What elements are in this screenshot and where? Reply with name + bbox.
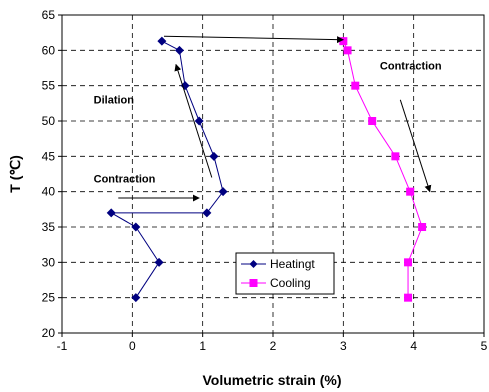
legend-label-heating: Heatingt xyxy=(270,257,315,271)
legend-label-cooling: Cooling xyxy=(270,276,311,290)
cooling-data-point xyxy=(404,293,413,302)
legend-square-marker xyxy=(249,279,258,287)
y-tick-label: 45 xyxy=(42,149,56,163)
annotation-label: Contraction xyxy=(380,60,442,72)
heating-data-point xyxy=(154,257,164,267)
annotation-label: Contraction xyxy=(94,173,156,185)
y-axis-title: T (℃) xyxy=(7,155,23,193)
cooling-data-point xyxy=(418,223,427,231)
legend: Heatingt Cooling xyxy=(235,252,335,295)
annotation-arrow xyxy=(163,35,345,44)
y-tick-label: 30 xyxy=(42,255,56,269)
annotation-arrow xyxy=(174,63,213,178)
cooling-data-point xyxy=(406,187,415,196)
heating-data-point xyxy=(218,187,228,197)
annotation-label: Dilation xyxy=(94,94,135,106)
y-tick-label: 25 xyxy=(42,291,56,305)
heating-data-point xyxy=(131,222,141,232)
legend-diamond-marker xyxy=(249,260,258,268)
heating-data-point xyxy=(180,81,190,91)
cooling-data-point xyxy=(339,37,348,46)
heating-data-point xyxy=(131,293,141,303)
x-tick-label: 1 xyxy=(199,339,206,353)
legend-entry-heating: Heatingt xyxy=(241,257,315,271)
legend-entry-cooling: Cooling xyxy=(241,276,311,290)
heating-data-point xyxy=(106,208,116,218)
x-tick-label: 0 xyxy=(129,339,136,353)
cooling-data-point xyxy=(351,81,360,90)
y-tick-label: 65 xyxy=(42,8,56,22)
y-tick-label: 60 xyxy=(42,43,56,57)
cooling-data-point xyxy=(391,152,400,161)
x-tick-label: -1 xyxy=(57,339,68,353)
heating-data-point xyxy=(209,151,219,161)
x-tick-label: 5 xyxy=(481,339,488,353)
annotation-arrow xyxy=(399,99,432,193)
cooling-data-point xyxy=(404,258,413,267)
heating-data-point xyxy=(194,116,204,126)
x-tick-label: 2 xyxy=(270,339,277,353)
legend-box xyxy=(235,252,335,295)
cooling-data-point xyxy=(368,117,377,125)
x-tick-label: 3 xyxy=(340,339,347,353)
y-tick-label: 50 xyxy=(42,114,56,128)
heating-data-point xyxy=(174,45,184,55)
y-tick-label: 35 xyxy=(42,220,56,234)
heating-data-point xyxy=(157,36,167,46)
annotations: Dilation Contraction Contraction xyxy=(94,60,442,185)
y-tick-label: 20 xyxy=(42,326,56,340)
x-tick-label: 4 xyxy=(410,339,417,353)
y-tick-label: 40 xyxy=(42,185,56,199)
cooling-data-point xyxy=(343,46,352,55)
series-line-heating xyxy=(109,40,224,298)
y-tick-label: 55 xyxy=(42,79,56,93)
heating-data-point xyxy=(202,208,212,218)
x-axis-title: Volumetric strain (%) xyxy=(203,372,342,388)
plot-area-frame xyxy=(61,14,485,334)
annotation-arrows xyxy=(118,35,432,202)
